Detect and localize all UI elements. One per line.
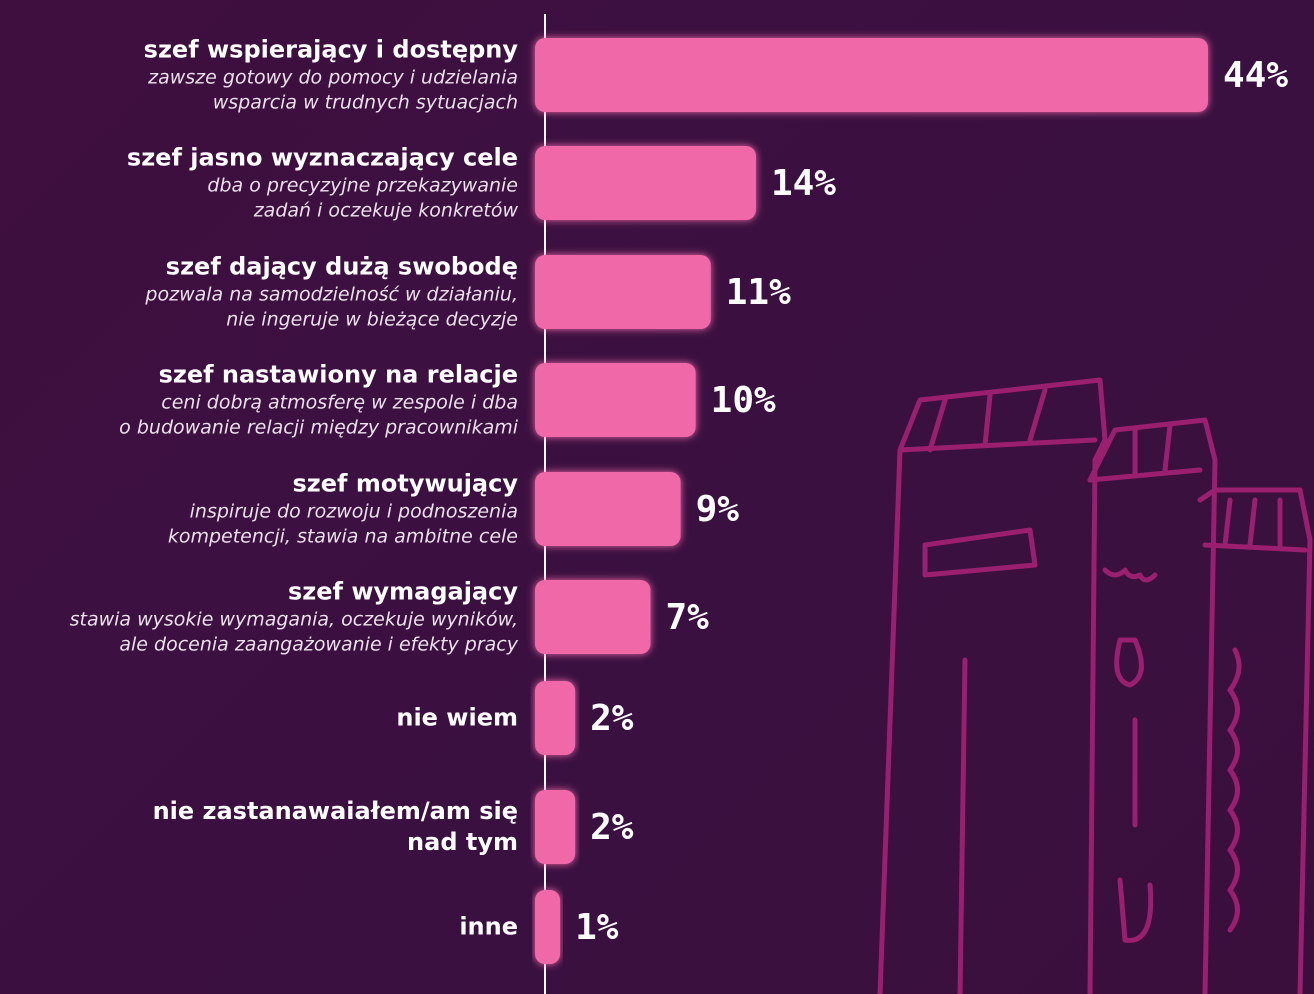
category-description: ale docenia zaangażowanie i efekty pracy (119, 633, 518, 656)
category-label: szef wymagający (287, 577, 518, 606)
category-label: szef wspierający i dostępny (143, 35, 518, 64)
category-description: o budowanie relacji między pracownikami (119, 416, 518, 439)
category-label-group: inne (0, 912, 518, 943)
value-label: 7% (665, 597, 709, 638)
category-description: dba o precyzyjne przekazywanie (207, 174, 518, 197)
category-description: ceni dobrą atmosferę w zespole i dba (161, 391, 518, 414)
category-label: nie zastanawaiałem/am się nad tym (152, 797, 518, 856)
bar (535, 146, 756, 220)
category-label-group: nie zastanawaiałem/am się nad tym (0, 796, 518, 858)
category-description: inspiruje do rozwoju i podnoszenia (189, 500, 518, 523)
category-description: pozwala na samodzielność w działaniu, (145, 283, 518, 306)
category-label-group: nie wiem (0, 703, 518, 734)
value-label: 2% (590, 698, 634, 739)
category-description: nie ingeruje w bieżące decyzje (226, 308, 518, 331)
value-label: 14% (771, 163, 836, 204)
value-label: 9% (696, 489, 740, 530)
category-description: stawia wysokie wymagania, oczekuje wynik… (69, 608, 518, 631)
bar (535, 890, 561, 964)
bar (535, 790, 576, 864)
category-label-group: szef motywujący inspiruje do rozwoju i po… (0, 469, 518, 550)
bar (535, 38, 1208, 112)
value-label: 1% (575, 907, 619, 948)
category-label: inne (459, 912, 518, 941)
category-label: szef nastawiony na relacje (158, 360, 518, 389)
books-decoration (877, 377, 1313, 994)
category-label: szef jasno wyznaczający cele (126, 143, 518, 172)
category-description: wsparcia w trudnych sytuacjach (212, 91, 518, 114)
bar (535, 472, 681, 546)
category-label-group: szef wymagający stawia wysokie wymagania,… (0, 577, 518, 658)
bar (535, 363, 696, 437)
bar (535, 681, 576, 755)
value-label: 10% (711, 380, 776, 421)
category-label-group: szef jasno wyznaczający cele dba o precyz… (0, 143, 518, 224)
category-description: zadań i oczekuje konkretów (253, 199, 518, 222)
category-description: zawsze gotowy do pomocy i udzielania (148, 66, 518, 89)
category-label-group: szef nastawiony na relacje ceni dobrą atm… (0, 360, 518, 441)
category-label-group: szef dający dużą swobodę pozwala na samod… (0, 252, 518, 333)
category-description: kompetencji, stawia na ambitne cele (167, 525, 518, 548)
bar (535, 255, 711, 329)
bar (535, 580, 651, 654)
category-label: nie wiem (396, 703, 518, 732)
value-label: 44% (1223, 55, 1288, 96)
value-label: 2% (590, 807, 634, 848)
value-label: 11% (726, 272, 791, 313)
category-label: szef dający dużą swobodę (165, 252, 518, 281)
category-label-group: szef wspierający i dostępny zawsze gotowy… (0, 35, 518, 116)
category-label: szef motywujący (292, 469, 519, 498)
